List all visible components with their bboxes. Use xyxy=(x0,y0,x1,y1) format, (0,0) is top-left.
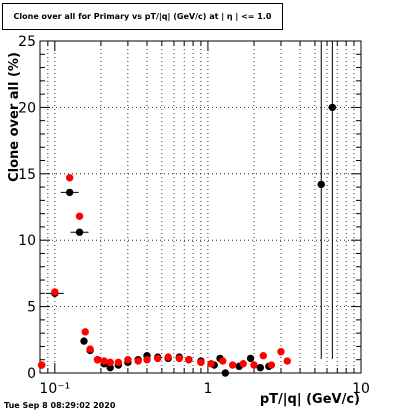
data-point-red xyxy=(154,354,162,363)
chart-title: Clone over all for Primary vs pT/|q| (Ge… xyxy=(2,3,283,30)
y-axis-label: Clone over all (%) xyxy=(7,52,22,182)
data-point-black xyxy=(328,103,337,112)
data-point-red xyxy=(106,358,114,367)
data-point-red xyxy=(93,356,102,364)
data-point-red xyxy=(100,357,108,365)
x-tick-label: 10⁻¹ xyxy=(39,381,70,397)
data-point-black xyxy=(65,188,74,197)
data-point-red xyxy=(228,361,237,369)
data-point-black xyxy=(75,228,84,236)
y-tick-label: 5 xyxy=(27,300,36,316)
data-point-red xyxy=(185,356,193,364)
data-point-red xyxy=(259,352,267,360)
data-point-black xyxy=(106,363,114,372)
data-point-red xyxy=(197,358,205,367)
y-tick-label: 10 xyxy=(18,233,36,249)
data-point-red xyxy=(86,345,94,353)
data-point-red xyxy=(51,288,59,296)
plot-frame xyxy=(39,40,362,374)
data-point-red xyxy=(124,356,132,364)
data-point-black xyxy=(246,354,255,363)
data-point-red xyxy=(250,361,258,369)
y-tick-label: 0 xyxy=(27,366,36,382)
data-point-red xyxy=(283,357,291,365)
data-point-red xyxy=(277,348,285,356)
y-tick-label: 15 xyxy=(18,167,36,183)
data-point-red xyxy=(65,174,74,182)
x-axis-label: pT/|q| (GeV/c) xyxy=(259,392,360,407)
data-point-red xyxy=(267,361,276,369)
x-tick-label: 10 xyxy=(352,381,370,397)
y-tick-label: 25 xyxy=(18,34,36,50)
data-point-black xyxy=(317,180,325,189)
data-point-red xyxy=(219,357,227,365)
data-point-red xyxy=(37,361,46,369)
data-point-red xyxy=(114,358,123,367)
data-point-red xyxy=(143,356,151,364)
data-point-black xyxy=(80,337,88,345)
data-point-black xyxy=(221,369,230,377)
data-point-black xyxy=(256,363,265,372)
data-point-red xyxy=(207,360,215,368)
data-point-red xyxy=(239,360,247,368)
y-tick-label: 20 xyxy=(18,100,36,116)
data-point-red xyxy=(81,328,89,336)
data-point-red xyxy=(164,353,172,361)
data-point-red xyxy=(175,354,183,363)
footer-timestamp: Tue Sep 8 08:29:02 2020 xyxy=(4,401,116,410)
data-point-red xyxy=(75,212,84,220)
data-point-red xyxy=(134,357,142,365)
x-tick-label: 1 xyxy=(203,381,212,397)
